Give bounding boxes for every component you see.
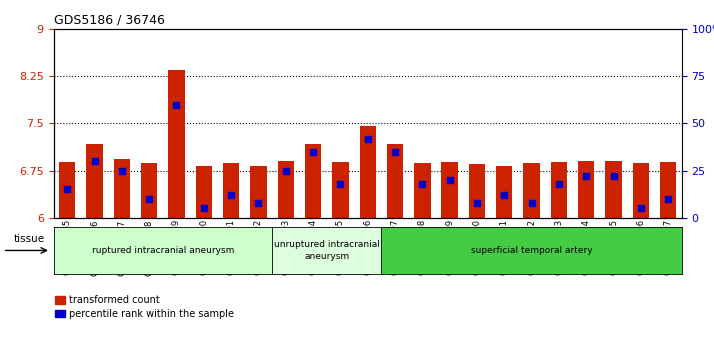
Bar <box>660 162 676 218</box>
Bar <box>414 163 431 218</box>
Bar <box>196 166 212 218</box>
Bar <box>169 70 185 218</box>
Legend: transformed count, percentile rank within the sample: transformed count, percentile rank withi… <box>55 295 234 319</box>
Bar <box>278 161 294 218</box>
Bar <box>633 163 649 218</box>
Bar <box>332 162 348 218</box>
Bar <box>305 143 321 218</box>
Text: unruptured intracranial
aneurysm: unruptured intracranial aneurysm <box>273 240 380 261</box>
Bar <box>523 163 540 218</box>
Text: superficial temporal artery: superficial temporal artery <box>471 246 593 255</box>
Bar <box>605 161 622 218</box>
Bar <box>114 159 130 218</box>
Bar <box>223 163 239 218</box>
Bar <box>360 126 376 218</box>
Bar <box>578 161 595 218</box>
Bar <box>550 162 567 218</box>
Text: ruptured intracranial aneurysm: ruptured intracranial aneurysm <box>91 246 234 255</box>
Text: GDS5186 / 36746: GDS5186 / 36746 <box>54 13 164 26</box>
Bar <box>387 143 403 218</box>
Bar <box>441 162 458 218</box>
Bar <box>59 162 76 218</box>
Bar <box>141 163 157 218</box>
Bar <box>86 143 103 218</box>
Bar <box>250 166 266 218</box>
Text: tissue: tissue <box>14 234 45 244</box>
Bar <box>496 166 513 218</box>
Bar <box>469 164 486 218</box>
